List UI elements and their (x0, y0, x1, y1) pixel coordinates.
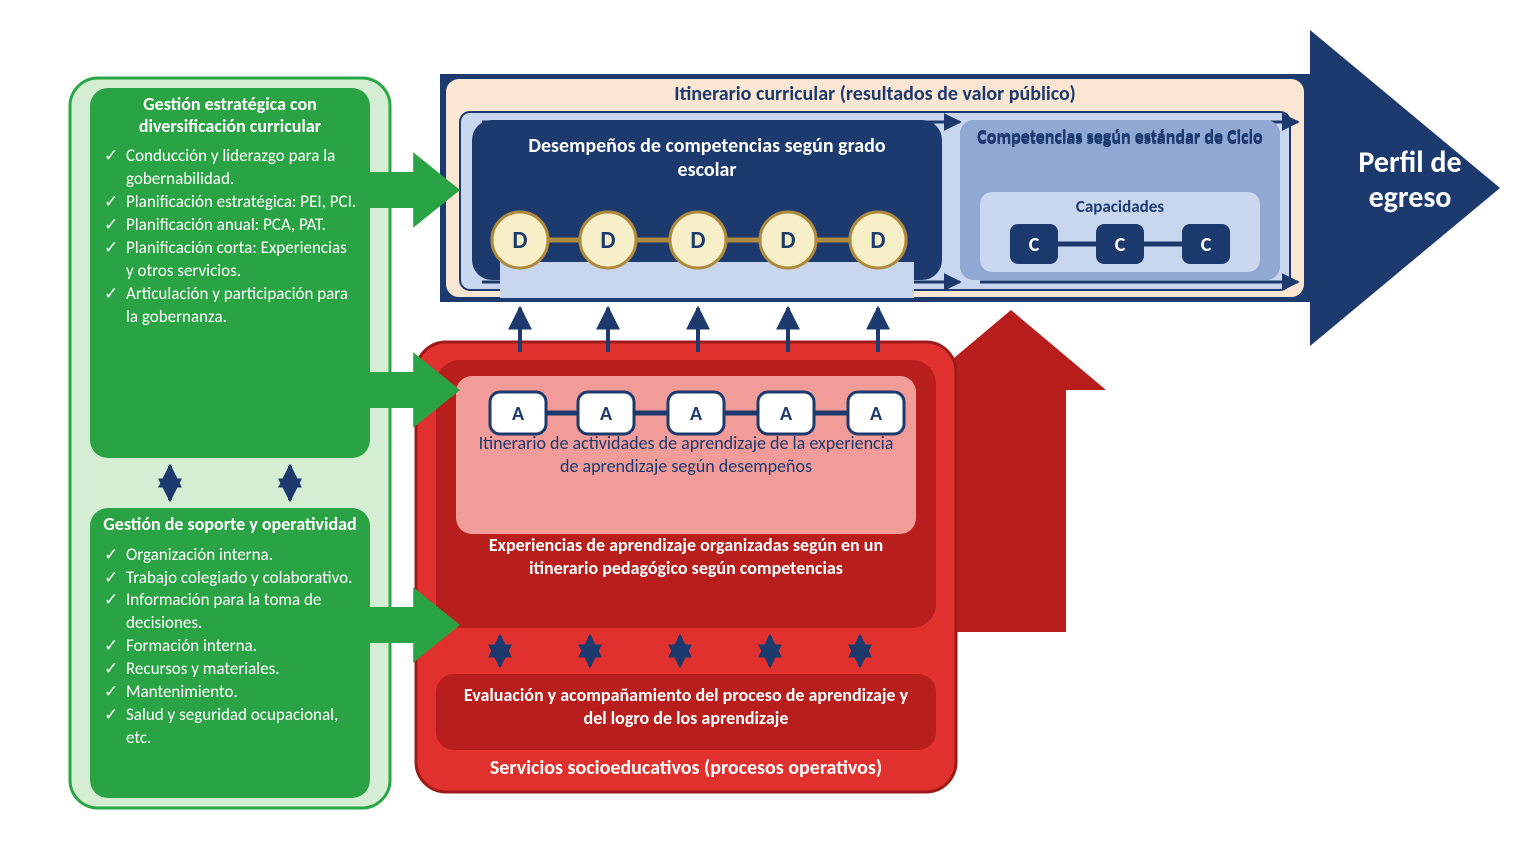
svg-text:C: C (1201, 233, 1212, 257)
itinerario-curricular-title: Itinerario curricular (resultados de val… (445, 82, 1305, 106)
check-item: Formación interna. (104, 635, 358, 658)
servicios-socioeducativos-title: Servicios socioeducativos (procesos oper… (416, 756, 956, 780)
check-item: Salud y seguridad ocupacional, etc. (104, 704, 358, 750)
competencias-title: Competencias según estándar de Ciclo (970, 126, 1270, 147)
itinerario-actividades-title: Itinerario de actividades de aprendizaje… (476, 432, 896, 477)
check-item: Articulación y participación para la gob… (104, 283, 358, 329)
perfil-egreso-label: Perfil de egreso (1325, 146, 1495, 215)
desempenos-title: Desempeños de competencias según grado e… (502, 134, 912, 182)
svg-text:A: A (870, 402, 883, 426)
capacidades-title: Capacidades (980, 196, 1260, 217)
check-item: Planificación anual: PCA, PAT. (104, 214, 358, 237)
check-item: Recursos y materiales. (104, 658, 358, 681)
check-item: Organización interna. (104, 544, 358, 567)
check-item: Información para la toma de decisiones. (104, 589, 358, 635)
gestion-soporte-box: Gestión de soporte y operatividadOrganiz… (90, 508, 370, 798)
svg-text:C: C (1115, 233, 1126, 257)
svg-text:D: D (690, 226, 705, 255)
check-item: Conducción y liderazgo para la gobernabi… (104, 145, 358, 191)
svg-text:A: A (512, 402, 525, 426)
evaluacion-acompanamiento-title: Evaluación y acompañamiento del proceso … (456, 684, 916, 729)
svg-text:D: D (780, 226, 795, 255)
gestion-estrategica-box: Gestión estratégica con diversificación … (90, 88, 370, 458)
svg-text:D: D (870, 226, 885, 255)
check-item: Planificación estratégica: PEI, PCI. (104, 191, 358, 214)
svg-text:D: D (600, 226, 615, 255)
svg-text:D: D (512, 226, 527, 255)
svg-text:A: A (780, 402, 793, 426)
experiencias-aprendizaje-title: Experiencias de aprendizaje organizadas … (456, 534, 916, 579)
svg-text:C: C (1029, 233, 1040, 257)
check-item: Mantenimiento. (104, 681, 358, 704)
svg-text:A: A (690, 402, 703, 426)
check-item: Trabajo colegiado y colaborativo. (104, 567, 358, 590)
svg-text:A: A (600, 402, 613, 426)
check-item: Planificación corta: Experiencias y otro… (104, 237, 358, 283)
